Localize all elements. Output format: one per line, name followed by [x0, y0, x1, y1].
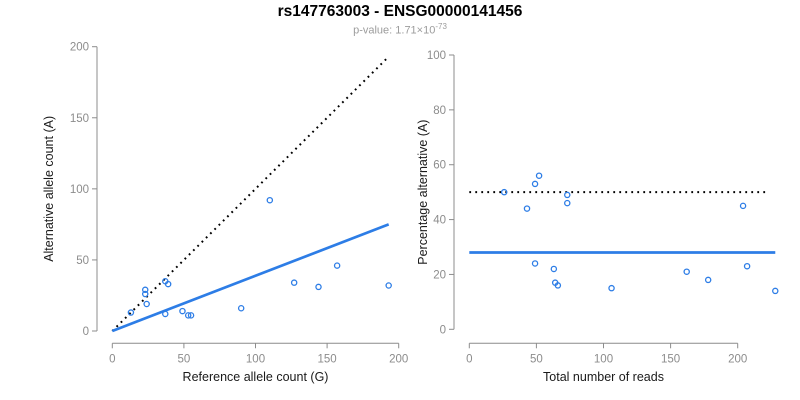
data-point	[531, 180, 539, 188]
y-tick-label: 200	[70, 42, 89, 54]
y-tick-label: 20	[433, 269, 446, 281]
data-point	[500, 188, 508, 196]
data-point	[550, 265, 558, 273]
y-tick-label: 100	[70, 184, 89, 196]
plot-title: rs147763003 - ENSG00000141456	[277, 3, 523, 20]
data-point	[290, 279, 298, 286]
y-axis-title: Alternative allele count (A)	[42, 116, 56, 262]
y-tick-label: 0	[83, 326, 89, 338]
data-point	[554, 282, 562, 289]
subtitle-exponent: -73	[435, 22, 447, 31]
y-tick-label: 60	[433, 160, 446, 172]
x-tick-label: 0	[466, 353, 472, 365]
data-point	[564, 191, 571, 199]
data-point	[743, 262, 751, 270]
x-tick-label: 50	[530, 353, 543, 365]
fit-line	[111, 223, 390, 333]
data-point	[608, 284, 615, 292]
data-point	[535, 172, 543, 179]
data-point	[187, 312, 195, 319]
data-point	[237, 305, 245, 312]
x-tick-label: 0	[109, 353, 115, 365]
data-point	[333, 262, 341, 269]
y-tick-label: 150	[70, 113, 89, 125]
x-axis-title: Total number of reads	[543, 370, 664, 384]
data-point	[162, 310, 169, 318]
data-point	[704, 276, 712, 284]
x-axis-title: Reference allele count (G)	[183, 370, 329, 384]
x-tick-label: 150	[318, 353, 337, 365]
plot-subtitle: p-value: 1.71×10-73	[0, 22, 800, 37]
data-point	[531, 260, 539, 267]
data-point	[739, 202, 747, 210]
y-tick-label: 80	[433, 105, 446, 117]
data-point	[385, 282, 392, 289]
identity-line	[111, 55, 390, 332]
data-point	[127, 309, 135, 316]
y-axis-title: Percentage alternative (A)	[416, 120, 430, 265]
data-point	[141, 290, 149, 298]
data-point	[179, 307, 186, 315]
y-tick-label: 100	[427, 50, 446, 62]
data-point	[523, 205, 531, 212]
data-point	[266, 196, 274, 204]
data-point	[141, 286, 149, 294]
x-tick-label: 50	[178, 353, 191, 365]
y-tick-label: 50	[76, 255, 89, 267]
x-tick-label: 100	[246, 353, 265, 365]
x-tick-label: 200	[728, 353, 747, 365]
data-point	[184, 312, 192, 319]
subtitle-pvalue-text: p-value: 1.71×10	[353, 24, 436, 37]
data-point	[772, 287, 779, 295]
data-point	[315, 283, 322, 291]
data-point	[143, 300, 150, 308]
data-point	[564, 199, 571, 207]
data-point	[683, 268, 690, 275]
x-tick-label: 200	[389, 353, 408, 365]
y-tick-label: 0	[440, 324, 446, 336]
x-tick-label: 150	[661, 353, 680, 365]
data-point	[164, 280, 172, 288]
x-tick-label: 100	[594, 353, 613, 365]
y-tick-label: 40	[433, 215, 446, 227]
